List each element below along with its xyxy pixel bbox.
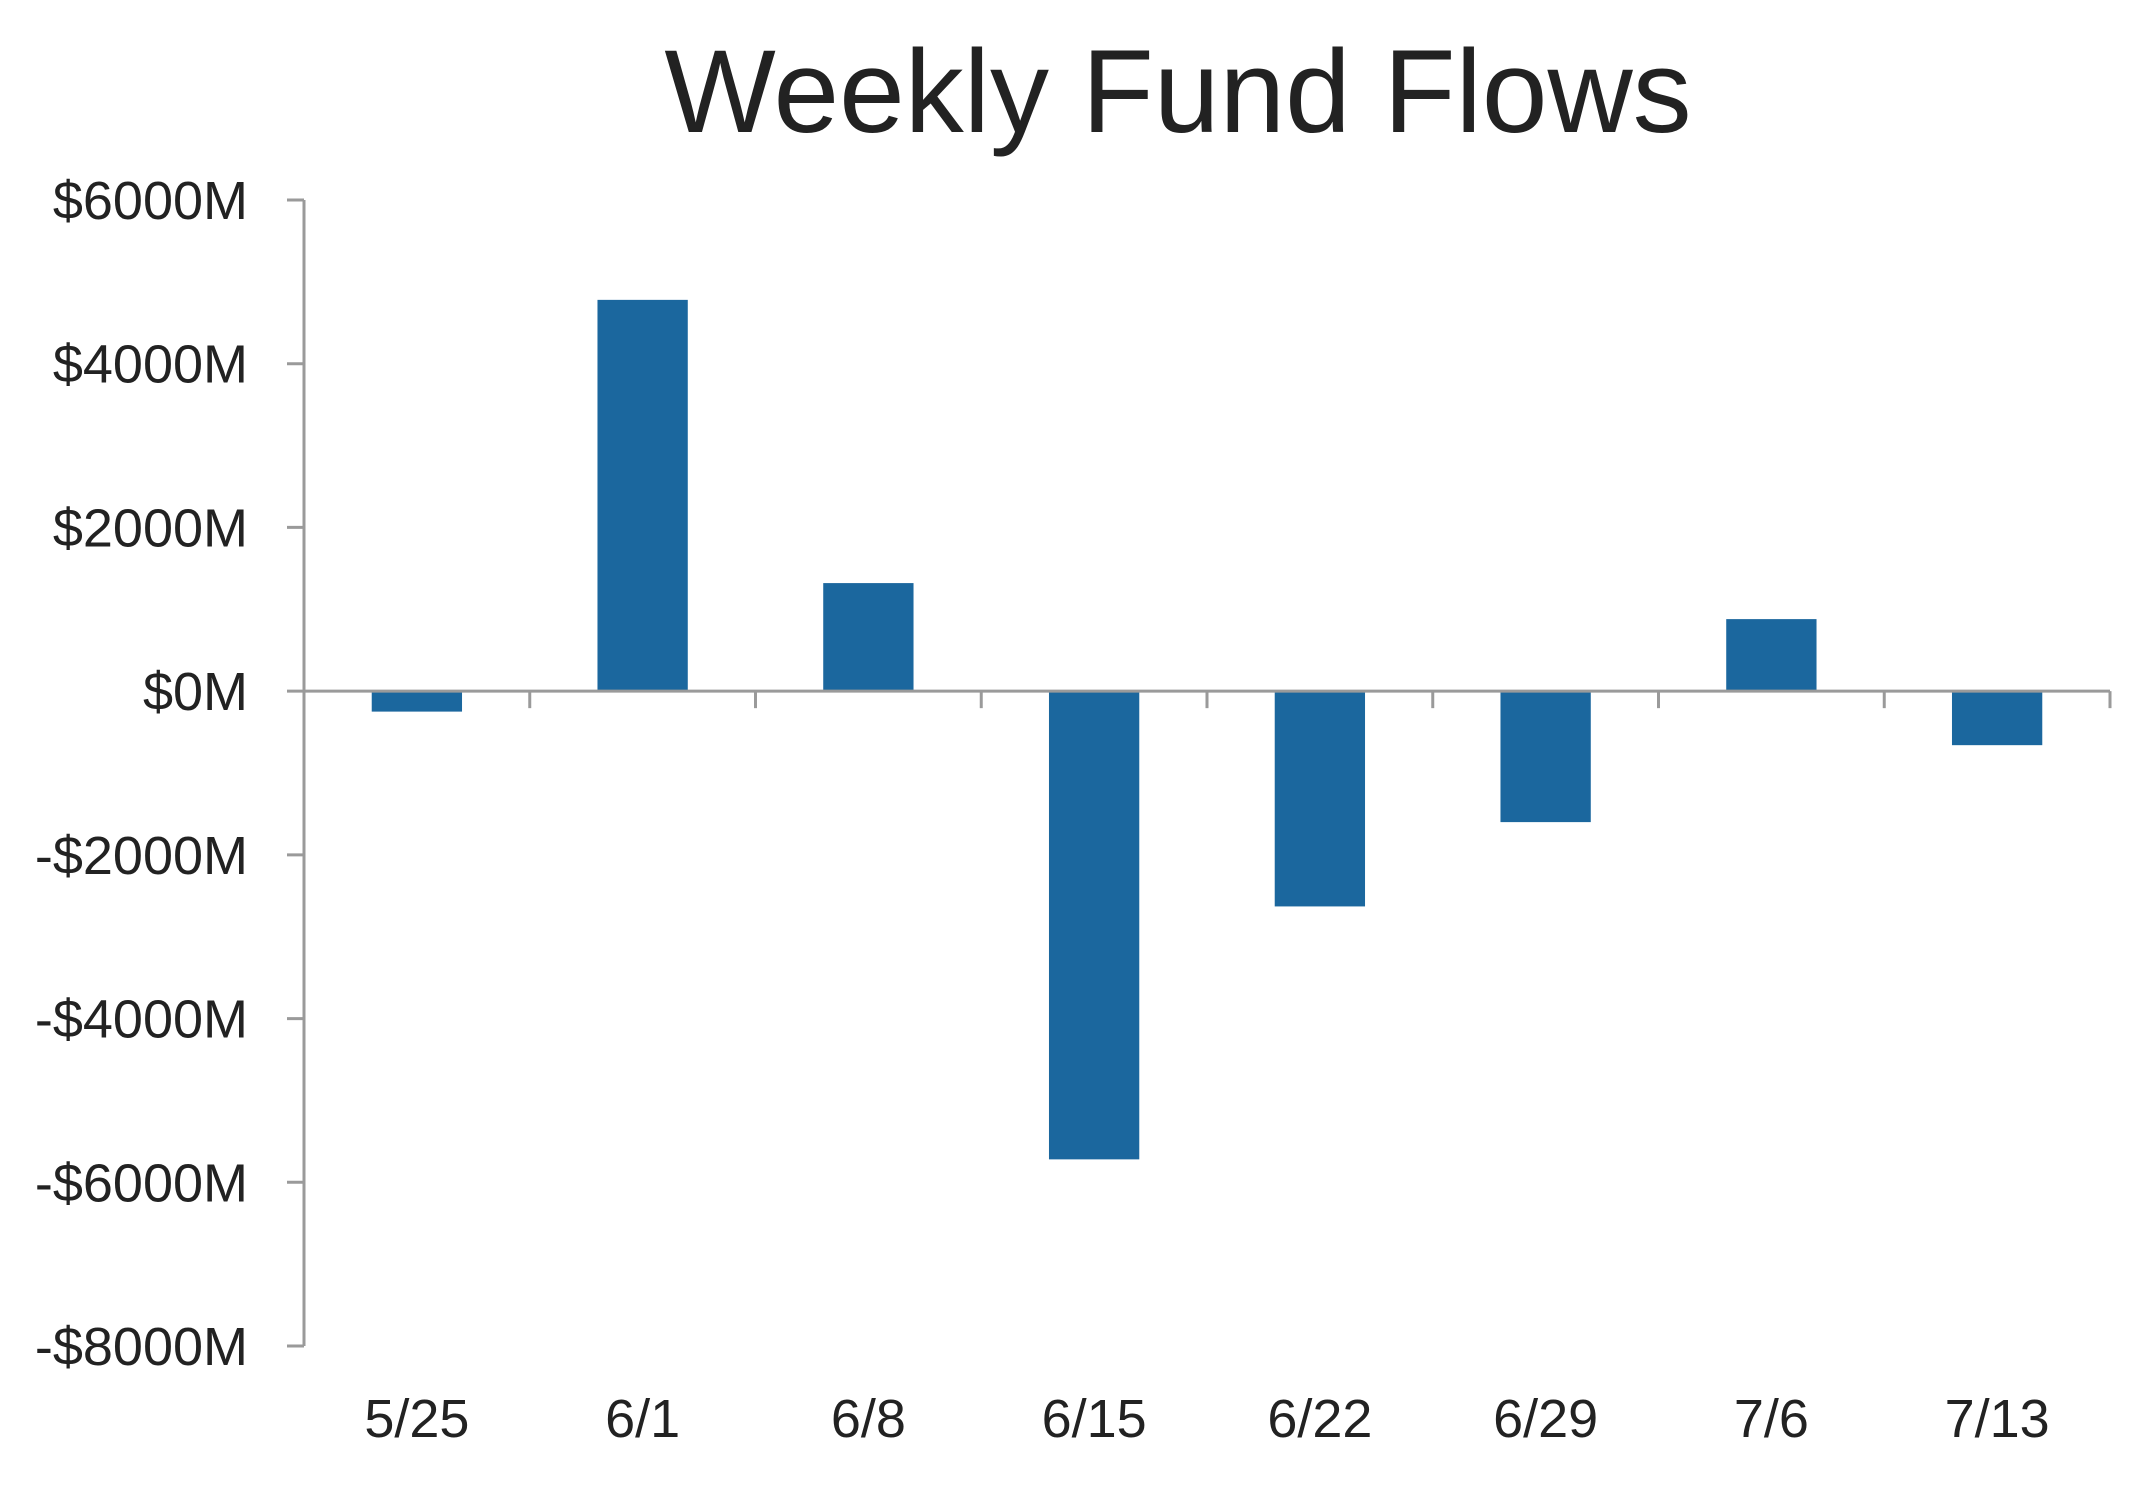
bar-6-29 [1500, 691, 1591, 823]
y-tick-label: $4000M [53, 335, 248, 395]
x-tick-label: 6/15 [1042, 1389, 1147, 1449]
x-tick-label: 5/25 [364, 1389, 469, 1449]
bar-6-15 [1048, 691, 1140, 1160]
x-tick-label: 6/8 [831, 1389, 906, 1449]
chart-title: Weekly Fund Flows [664, 26, 1691, 158]
y-tick-label: $6000M [53, 171, 248, 231]
y-tick-label: -$6000M [35, 1153, 248, 1213]
bar-6-22 [1274, 691, 1366, 907]
bar-7-6 [1726, 619, 1817, 692]
bar-6-1 [597, 299, 688, 692]
bars [371, 299, 2043, 1160]
x-tick-label: 6/22 [1267, 1389, 1372, 1449]
y-axis: $6000M $4000M $2000M $0M -$2000M -$4000M -$600… [35, 171, 306, 1377]
bar-6-8 [823, 583, 914, 692]
x-tick-label: 6/1 [605, 1389, 680, 1449]
x-tick-label: 6/29 [1493, 1389, 1598, 1449]
y-tick-label: -$4000M [35, 990, 248, 1050]
bar-7-13 [1951, 691, 2043, 746]
x-axis: 5/25 6/1 6/8 6/15 6/22 6/29 7/6 7/13 [304, 689, 2112, 1449]
y-tick-label: $2000M [53, 498, 248, 558]
bar-5-25 [371, 691, 463, 712]
y-tick-label: -$2000M [35, 826, 248, 886]
y-tick-label: -$8000M [35, 1317, 248, 1377]
x-tick-label: 7/13 [1945, 1389, 2050, 1449]
x-tick-label: 7/6 [1734, 1389, 1809, 1449]
y-tick-label: $0M [143, 662, 248, 722]
